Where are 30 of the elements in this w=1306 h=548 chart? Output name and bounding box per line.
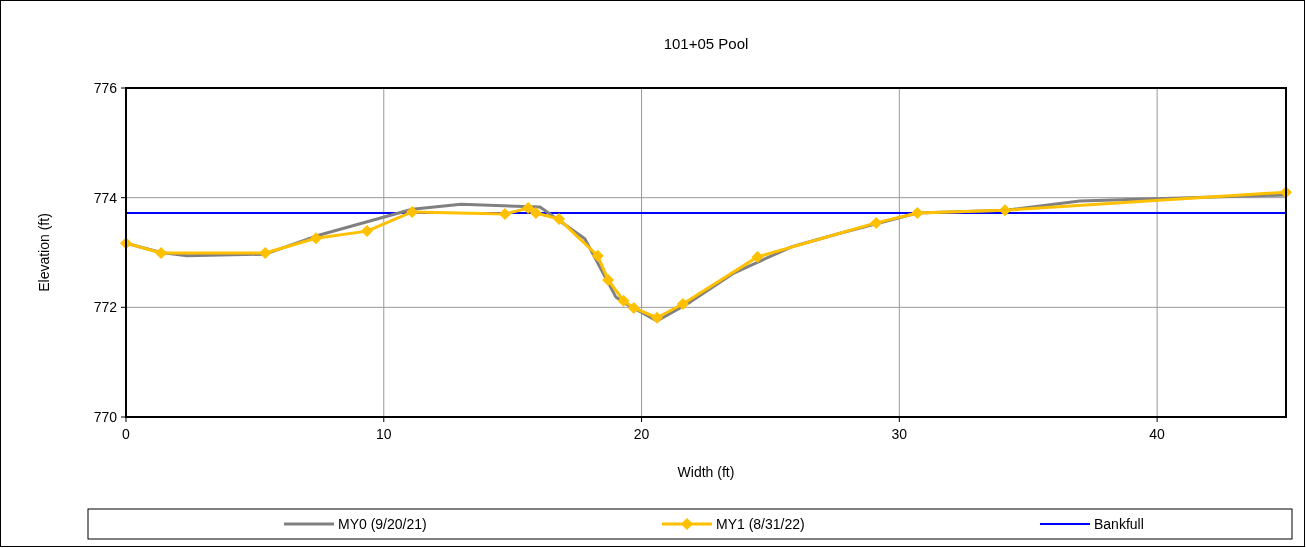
point bbox=[870, 216, 883, 229]
point bbox=[361, 225, 374, 238]
point bbox=[259, 247, 272, 260]
point bbox=[911, 207, 924, 220]
legend-label: Bankfull bbox=[1094, 516, 1144, 532]
chart-title: 101+05 Pool bbox=[663, 35, 749, 52]
point bbox=[651, 311, 664, 324]
legend-label: MY1 (8/31/22) bbox=[716, 516, 805, 532]
point bbox=[553, 213, 566, 226]
y-tick-label: 772 bbox=[93, 299, 118, 316]
point bbox=[602, 273, 615, 286]
y-tick-label: 774 bbox=[93, 189, 118, 206]
point bbox=[627, 301, 640, 314]
point bbox=[617, 294, 630, 307]
x-tick-label: 20 bbox=[633, 426, 650, 442]
y-axis-title: Elevation (ft) bbox=[36, 213, 52, 292]
legend-label: MY0 (9/20/21) bbox=[338, 516, 427, 532]
x-tick-label: 0 bbox=[122, 426, 131, 442]
point bbox=[591, 249, 604, 262]
y-tick-label: 770 bbox=[93, 409, 118, 425]
x-axis-title: Width (ft) bbox=[677, 464, 735, 480]
point bbox=[522, 202, 535, 215]
point bbox=[751, 250, 764, 263]
point bbox=[529, 207, 542, 220]
x-tick-label: 10 bbox=[375, 426, 392, 442]
x-tick-label: 40 bbox=[1149, 426, 1166, 442]
point bbox=[676, 298, 689, 311]
point bbox=[309, 232, 322, 245]
y-tick-label: 776 bbox=[93, 80, 118, 96]
x-tick-label: 30 bbox=[891, 426, 908, 442]
